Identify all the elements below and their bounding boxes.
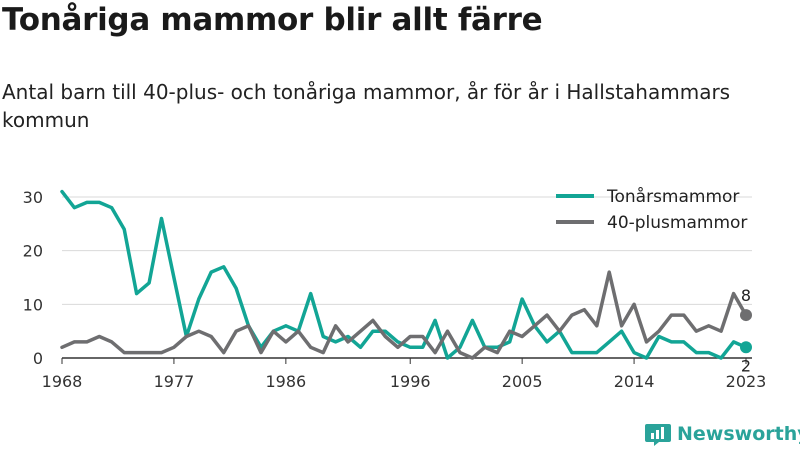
x-tick-label: 1996 bbox=[390, 372, 431, 391]
series-line-40-plusmammor bbox=[60, 270, 748, 360]
y-tick-label: 20 bbox=[23, 242, 43, 261]
axes: 0 10 20 30 1968 1977 1986 1996 2005 2014 2023 bbox=[23, 188, 767, 391]
x-tick-label: 1968 bbox=[42, 372, 83, 391]
x-tick-label: 2023 bbox=[726, 372, 767, 391]
end-point-marker bbox=[740, 341, 752, 354]
legend-label: Tonårsmammor bbox=[606, 186, 739, 207]
legend: Tonårsmammor 40-plusmammor bbox=[556, 186, 747, 233]
x-tick-label: 1977 bbox=[154, 372, 195, 391]
y-tick-label: 0 bbox=[33, 349, 43, 368]
chart-title: Tonåriga mammor blir allt färre bbox=[2, 2, 543, 38]
series-lines bbox=[60, 189, 752, 360]
x-tick-label: 1986 bbox=[265, 372, 306, 391]
newsworthy-logo-icon bbox=[645, 424, 671, 446]
end-label: 8 bbox=[741, 286, 751, 305]
y-tick-label: 10 bbox=[23, 295, 43, 314]
legend-label: 40-plusmammor bbox=[607, 213, 747, 233]
x-tick-label: 2005 bbox=[502, 372, 543, 391]
brand-logo: Newsworthy bbox=[645, 420, 800, 448]
y-tick-label: 30 bbox=[23, 188, 43, 207]
chart-subtitle: Antal barn till 40-plus- och tonåriga ma… bbox=[2, 80, 731, 132]
end-point-marker bbox=[740, 309, 752, 322]
gridlines bbox=[62, 196, 752, 305]
x-tick-label: 2014 bbox=[614, 372, 655, 391]
brand-name: Newsworthy bbox=[677, 423, 800, 445]
end-labels: 82 bbox=[741, 286, 751, 375]
end-label: 2 bbox=[741, 356, 751, 375]
series-line-tonarsmammor bbox=[60, 189, 748, 360]
